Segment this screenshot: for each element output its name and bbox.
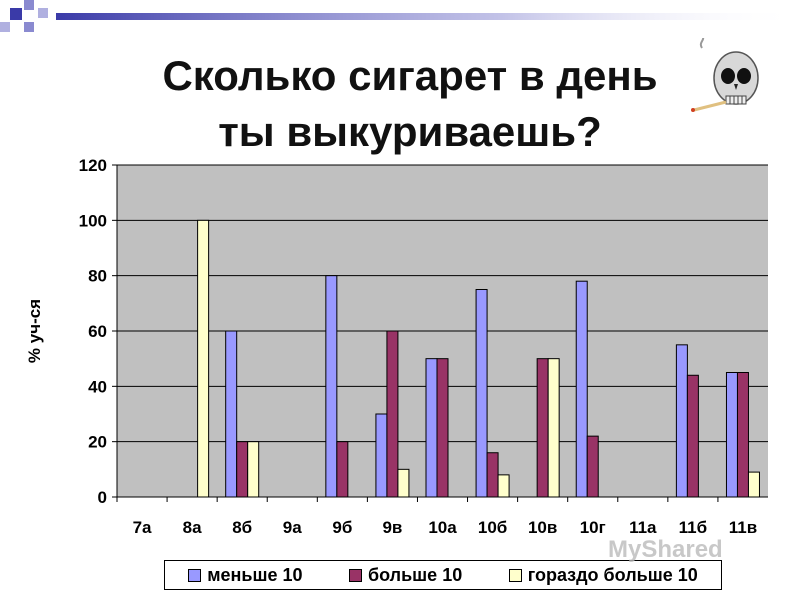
bar-11б-series-1: [675, 344, 688, 498]
x-tick-label: 9б: [332, 518, 352, 537]
bar-10б-series-3: [497, 474, 510, 498]
legend-swatch-series-2: [349, 568, 363, 582]
y-axis-title: % уч-ся: [25, 299, 44, 363]
bar-8а-series-3: [197, 219, 210, 498]
bar-10г-series-2: [586, 435, 599, 498]
bar-10а-series-1: [425, 358, 438, 498]
bar-9в-series-1: [375, 413, 388, 498]
x-tick-label: 11а: [629, 518, 657, 537]
watermark: MyShared: [608, 536, 723, 563]
x-tick-label: 10в: [528, 518, 557, 537]
legend-label-series-1: меньше 10: [207, 564, 303, 585]
bar-8б-series-1: [225, 330, 238, 498]
x-tick-label: 7а: [133, 518, 152, 537]
bar-10в-series-3: [547, 358, 560, 498]
x-tick-label: 8а: [183, 518, 202, 537]
bar-11в-series-3: [747, 471, 760, 498]
bar-8б-series-2: [236, 441, 249, 498]
chart-legend: меньше 10 больше 10 гораздо больше 10: [164, 560, 722, 590]
legend-item-series-3: гораздо больше 10: [508, 564, 698, 586]
y-tick-label: 80: [88, 267, 107, 286]
bar-9в-series-2: [386, 330, 399, 498]
x-tick-label: 9в: [382, 518, 402, 537]
bar-chart: 0 20 40 60 80 100 120 % уч-ся 7а 8а 8б 9а 9б 9в 10а 10б…: [25, 156, 768, 537]
bar-10а-series-2: [436, 358, 449, 498]
bar-10б-series-2: [486, 452, 499, 498]
legend-label-series-2: больше 10: [368, 564, 463, 585]
bar-9в-series-3: [397, 468, 410, 498]
legend-label-series-3: гораздо больше 10: [527, 564, 698, 585]
corner-squares-decoration: [0, 0, 800, 32]
bar-10в-series-2: [536, 358, 549, 498]
bar-11б-series-2: [686, 374, 699, 498]
x-tick-label: 11в: [729, 518, 757, 537]
legend-swatch-series-3: [508, 568, 522, 582]
y-tick-label: 120: [79, 156, 107, 175]
y-tick-label: 0: [98, 488, 107, 507]
x-tick-label: 9а: [283, 518, 302, 537]
bar-11в-series-2: [736, 372, 749, 498]
y-tick-label: 20: [88, 433, 107, 452]
x-tick-label: 8б: [232, 518, 252, 537]
bar-9б-series-1: [325, 275, 338, 498]
x-tick-label: 11б: [679, 518, 707, 537]
bar-9б-series-2: [336, 441, 349, 498]
bar-8б-series-3: [247, 441, 260, 498]
legend-swatch-series-1: [188, 568, 202, 582]
y-tick-label: 40: [88, 377, 107, 396]
bar-11в-series-1: [725, 372, 738, 498]
x-tick-label: 10а: [428, 518, 457, 537]
y-tick-label: 60: [88, 322, 107, 341]
legend-item-series-2: больше 10: [349, 565, 462, 586]
title-line-2: ты выкуриваешь?: [218, 108, 602, 155]
skull-smoking-icon: [691, 38, 759, 112]
bar-10г-series-1: [575, 280, 588, 498]
legend-item-series-1: меньше 10: [188, 564, 303, 586]
title-line-1: Сколько сигарет в день: [162, 52, 658, 99]
bar-10б-series-1: [475, 289, 488, 498]
page-title: Сколько сигарет в день ты выкуриваешь?: [60, 48, 760, 160]
y-tick-label: 100: [79, 211, 107, 230]
x-tick-label: 10б: [478, 518, 507, 537]
x-tick-label: 10г: [580, 518, 606, 537]
